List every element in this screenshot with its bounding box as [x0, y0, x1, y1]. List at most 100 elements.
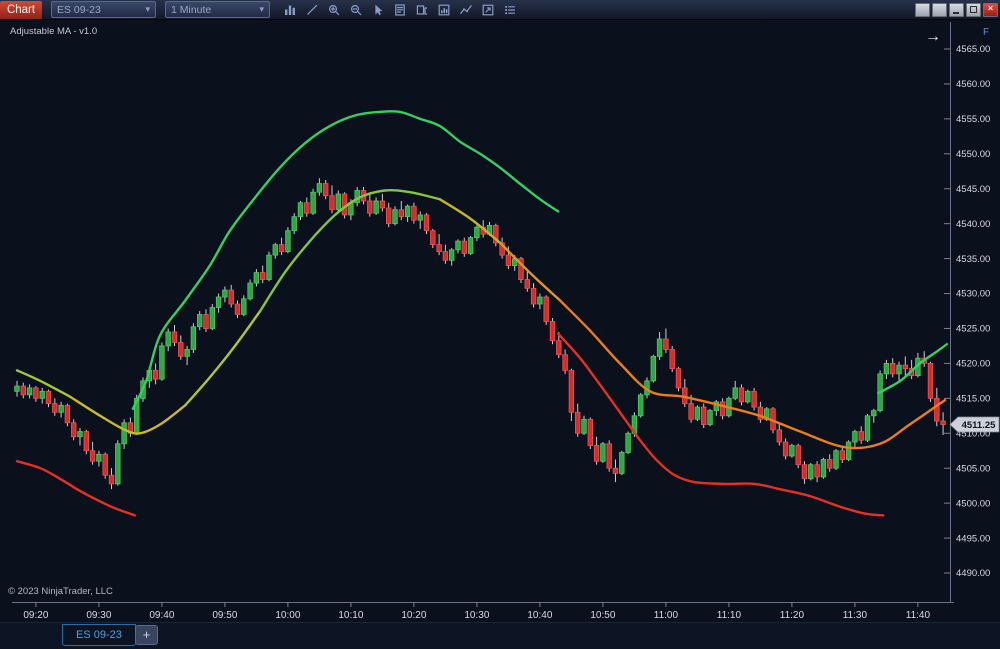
- toolbar-data-series-button[interactable]: [391, 2, 408, 18]
- svg-text:4550.00: 4550.00: [956, 149, 990, 160]
- candle: [171, 324, 178, 346]
- candle: [373, 197, 379, 215]
- candle: [619, 450, 625, 476]
- candle: [159, 342, 165, 381]
- candle: [562, 349, 568, 374]
- instrument-dropdown[interactable]: ES 09-23 ▾: [51, 1, 156, 18]
- candle: [385, 202, 392, 228]
- candle: [354, 186, 360, 207]
- add-tab-button[interactable]: +: [135, 625, 158, 645]
- candle: [77, 428, 83, 446]
- interval-dropdown[interactable]: 1 Minute ▾: [165, 1, 270, 18]
- svg-text:10:00: 10:00: [275, 610, 300, 621]
- toolbar-zoom-in-button[interactable]: [325, 2, 342, 18]
- candle: [701, 403, 707, 429]
- svg-text:4520.00: 4520.00: [956, 359, 990, 370]
- candle: [808, 462, 814, 481]
- svg-text:10:20: 10:20: [401, 610, 426, 621]
- tab-strip: ES 09-23 +: [0, 622, 1000, 649]
- candle: [14, 380, 20, 397]
- maximize-button[interactable]: [966, 2, 981, 17]
- candle: [600, 442, 606, 463]
- tab-chart[interactable]: Chart: [0, 1, 42, 19]
- candle: [656, 331, 663, 360]
- candle: [196, 311, 203, 331]
- svg-text:4495.00: 4495.00: [956, 533, 990, 544]
- svg-text:4505.00: 4505.00: [956, 463, 990, 474]
- svg-text:09:40: 09:40: [149, 610, 174, 621]
- candle: [852, 429, 858, 448]
- zoom-out-icon: [350, 4, 361, 15]
- toolbar-cursor-button[interactable]: [369, 2, 386, 18]
- candle: [801, 461, 808, 484]
- tab-es-09-23[interactable]: ES 09-23: [62, 624, 136, 646]
- chart-style-icon: [284, 5, 295, 15]
- close-icon: ×: [987, 2, 994, 13]
- candle: [285, 227, 291, 254]
- candle: [423, 213, 430, 235]
- svg-text:4560.00: 4560.00: [956, 79, 990, 90]
- alert-panel-icon: [416, 4, 427, 15]
- svg-text:11:40: 11:40: [906, 610, 931, 621]
- candle: [398, 200, 404, 221]
- candle: [209, 304, 215, 331]
- price-chart[interactable]: 4565.00 4560.00 4555.00 4550.00 4545.00 4540.…: [0, 20, 1000, 648]
- candle: [499, 237, 505, 259]
- close-button[interactable]: ×: [983, 2, 998, 17]
- svg-text:4540.00: 4540.00: [956, 219, 990, 230]
- toolbar-trend-line-button[interactable]: [457, 2, 474, 18]
- candle: [467, 235, 474, 256]
- arrow-right-icon[interactable]: →: [925, 28, 941, 45]
- svg-text:11:20: 11:20: [780, 610, 805, 621]
- candle: [310, 188, 316, 215]
- candle: [896, 361, 902, 381]
- toolbar-drawing-tools-button[interactable]: [303, 2, 320, 18]
- candle: [738, 384, 745, 406]
- candle: [253, 269, 260, 287]
- candle: [493, 223, 499, 247]
- minimize-button[interactable]: [949, 2, 964, 17]
- candle: [58, 401, 64, 418]
- toolbar-chart-style-button[interactable]: [281, 2, 298, 18]
- candle: [379, 193, 386, 212]
- copyright-label: © 2023 NinjaTrader, LLC: [8, 586, 113, 597]
- candle: [795, 443, 801, 469]
- chevron-down-icon: ▾: [145, 4, 150, 14]
- candle: [537, 293, 543, 310]
- svg-text:10:10: 10:10: [338, 610, 363, 621]
- candle: [304, 197, 310, 217]
- interval-link-button[interactable]: [932, 2, 947, 17]
- titlebar: Chart ES 09-23 ▾ 1 Minute ▾ ×: [0, 0, 1000, 20]
- axis-letter: F: [983, 27, 990, 38]
- toolbar-snapshot-button[interactable]: [479, 2, 496, 18]
- svg-text:4545.00: 4545.00: [956, 184, 990, 195]
- instrument-link-button[interactable]: [915, 2, 930, 17]
- mid-ma-orange-down: [499, 241, 562, 302]
- svg-text:4565.00: 4565.00: [956, 44, 990, 55]
- candle: [455, 239, 461, 254]
- candle: [864, 414, 871, 443]
- candle: [612, 459, 619, 483]
- candle: [707, 408, 713, 427]
- candle: [782, 438, 789, 460]
- toolbar-alert-panel-button[interactable]: [413, 2, 430, 18]
- svg-text:09:30: 09:30: [86, 610, 111, 621]
- candle: [650, 354, 656, 383]
- candle: [927, 361, 934, 402]
- svg-text:4510.00: 4510.00: [956, 428, 990, 439]
- candle: [751, 387, 757, 411]
- candle: [215, 293, 222, 313]
- mid-ma-orange: [558, 299, 947, 450]
- toolbar-properties-button[interactable]: [501, 2, 518, 18]
- candle: [833, 448, 839, 470]
- candle: [776, 422, 782, 446]
- candle: [108, 468, 115, 490]
- candle: [556, 331, 562, 359]
- candle: [845, 440, 852, 462]
- candle: [518, 256, 524, 284]
- candle: [814, 461, 820, 483]
- toolbar-indicator-panel-button[interactable]: [435, 2, 452, 18]
- drawing-tools-icon: [306, 4, 317, 15]
- toolbar-zoom-out-button[interactable]: [347, 2, 364, 18]
- candle: [461, 237, 467, 257]
